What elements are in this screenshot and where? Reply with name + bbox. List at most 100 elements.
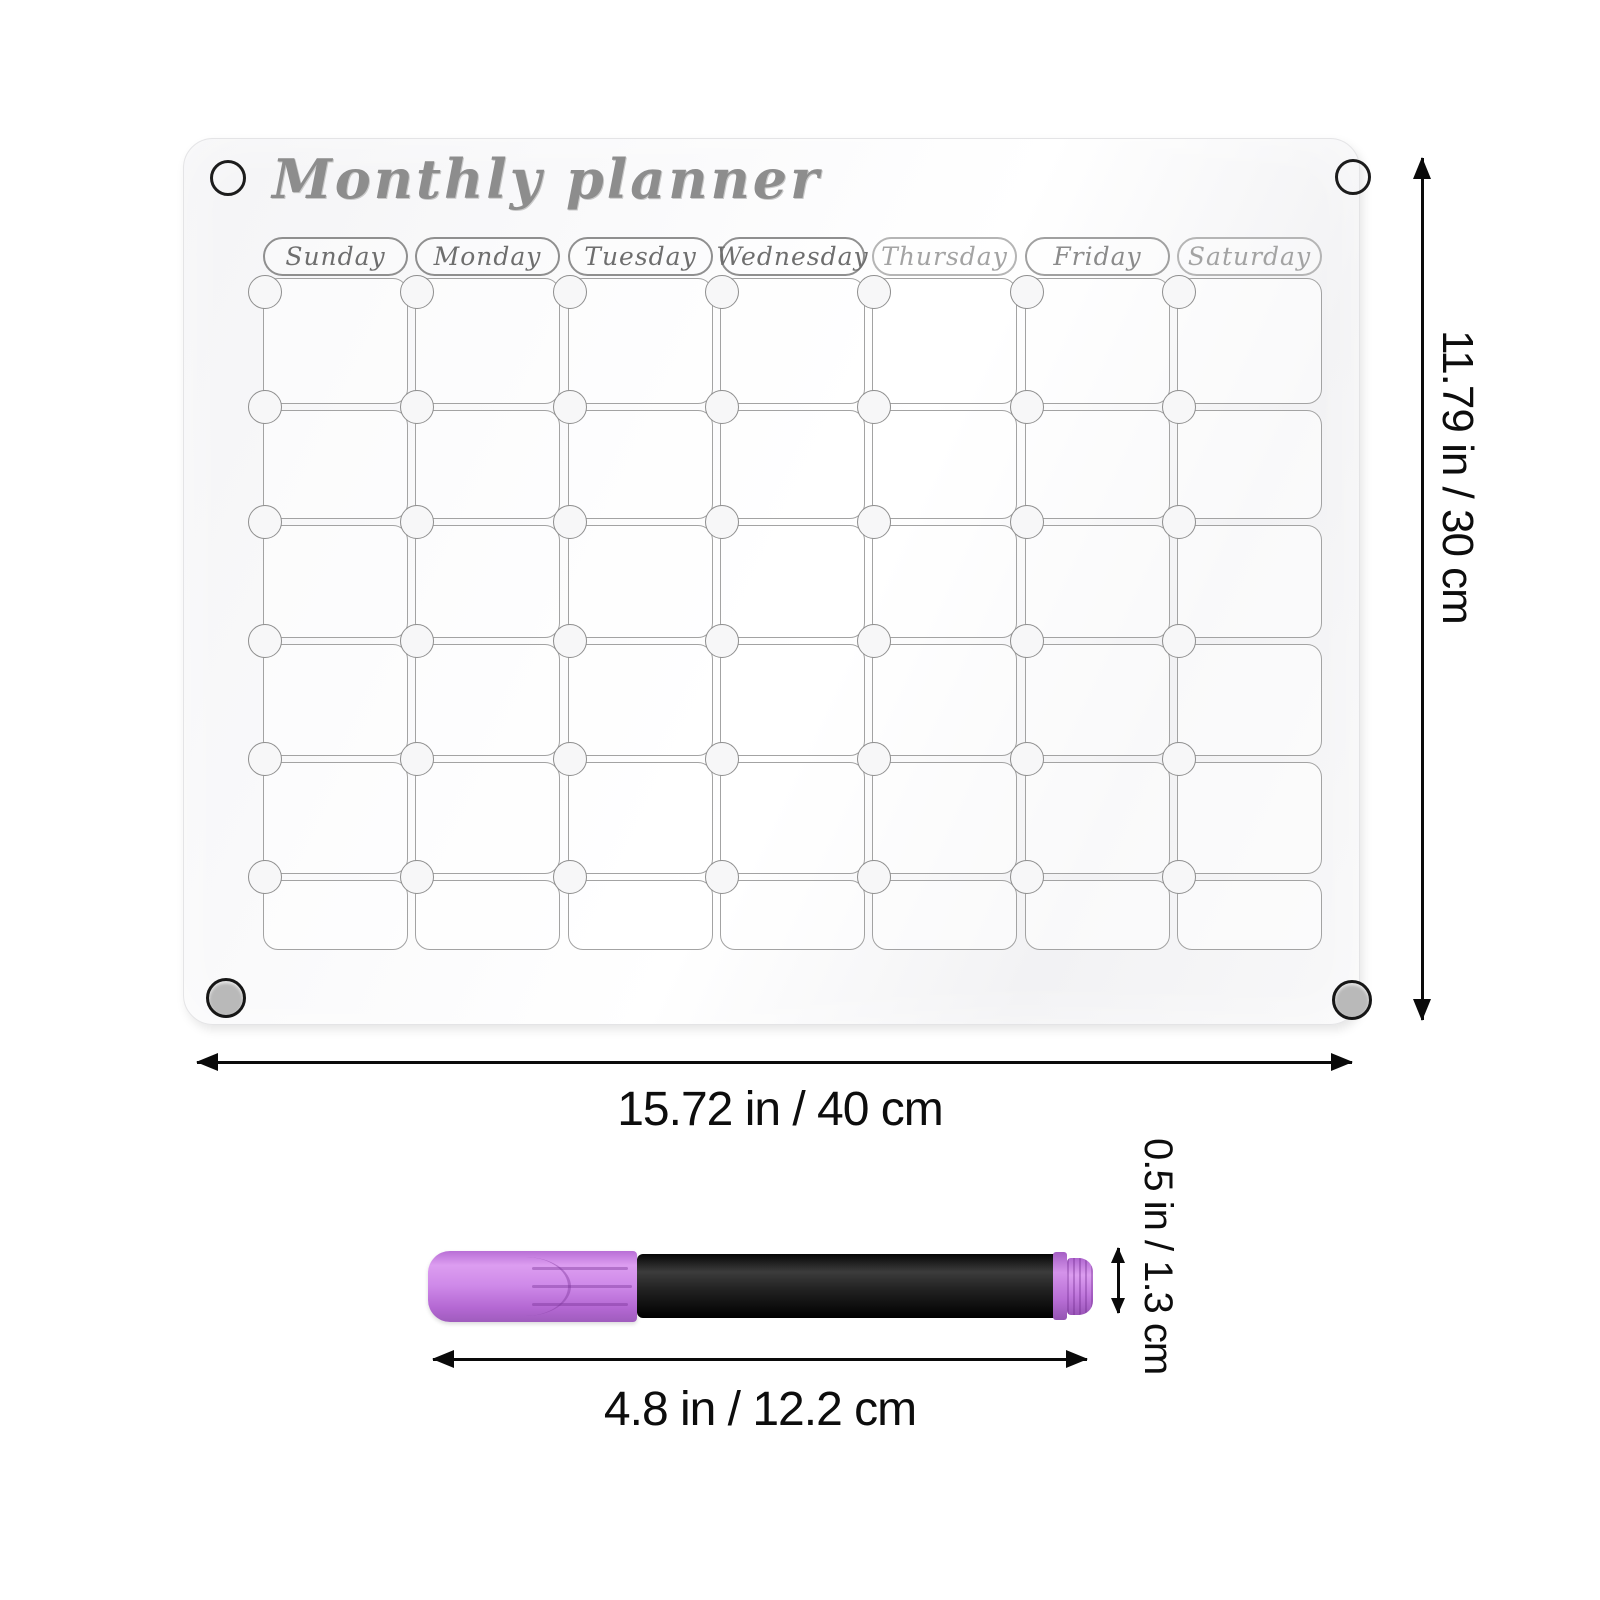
date-circle-icon — [553, 505, 587, 539]
calendar-cell — [1025, 525, 1170, 638]
date-circle-icon — [248, 275, 282, 309]
date-circle-icon — [553, 860, 587, 894]
marker-end-plug — [1067, 1258, 1093, 1315]
calendar-cell — [568, 278, 713, 404]
calendar-cell — [415, 880, 560, 950]
calendar-cell — [263, 880, 408, 950]
day-header-saturday: Saturday — [1177, 237, 1322, 276]
calendar-cell — [872, 410, 1017, 519]
calendar-cell — [720, 762, 865, 874]
marker-cap — [428, 1251, 637, 1322]
date-circle-icon — [400, 624, 434, 658]
date-circle-icon — [857, 275, 891, 309]
marker-cap-rib — [532, 1285, 632, 1288]
calendar-cell — [1025, 278, 1170, 404]
calendar-cell — [1177, 880, 1322, 950]
date-circle-icon — [1162, 275, 1196, 309]
board-title: Monthly planner — [272, 147, 822, 211]
calendar-cell — [872, 762, 1017, 874]
calendar-cell — [263, 525, 408, 638]
date-circle-icon — [400, 275, 434, 309]
day-header-thursday: Thursday — [872, 237, 1017, 276]
calendar-cell — [263, 762, 408, 874]
marker-thickness-arrow — [1111, 1247, 1125, 1314]
calendar-cell — [568, 762, 713, 874]
calendar-cell — [568, 410, 713, 519]
calendar-cell — [1025, 880, 1170, 950]
date-circle-icon — [248, 624, 282, 658]
date-circle-icon — [705, 624, 739, 658]
date-circle-icon — [553, 390, 587, 424]
calendar-cell — [568, 644, 713, 756]
calendar-cell — [415, 410, 560, 519]
date-circle-icon — [553, 275, 587, 309]
calendar-cell — [415, 525, 560, 638]
calendar-cell — [720, 410, 865, 519]
calendar-cell — [720, 644, 865, 756]
calendar-cell — [1177, 278, 1322, 404]
magnet-bottom-left-icon — [206, 978, 246, 1018]
date-circle-icon — [1162, 624, 1196, 658]
date-circle-icon — [1010, 505, 1044, 539]
date-circle-icon — [1162, 505, 1196, 539]
marker-cap-clip — [506, 1257, 571, 1316]
calendar-cell — [872, 880, 1017, 950]
calendar-cell — [263, 644, 408, 756]
date-circle-icon — [1162, 742, 1196, 776]
calendar-cell — [872, 644, 1017, 756]
magnet-bottom-right-icon — [1332, 980, 1372, 1020]
date-circle-icon — [248, 860, 282, 894]
calendar-cell — [1177, 644, 1322, 756]
date-circle-icon — [857, 390, 891, 424]
calendar-cell — [415, 644, 560, 756]
calendar-cell — [1025, 644, 1170, 756]
calendar-cell — [872, 525, 1017, 638]
calendar-cell — [872, 278, 1017, 404]
date-circle-icon — [705, 742, 739, 776]
date-circle-icon — [705, 860, 739, 894]
date-circle-icon — [400, 505, 434, 539]
board-width-arrow — [196, 1053, 1353, 1071]
calendar-cell — [568, 880, 713, 950]
calendar-cell — [415, 762, 560, 874]
date-circle-icon — [1010, 742, 1044, 776]
date-circle-icon — [857, 860, 891, 894]
calendar-cell — [1177, 762, 1322, 874]
marker-cap-rib — [532, 1303, 628, 1306]
marker-collar — [1053, 1252, 1067, 1320]
date-circle-icon — [1162, 390, 1196, 424]
date-circle-icon — [400, 742, 434, 776]
calendar-cell — [720, 525, 865, 638]
date-circle-icon — [705, 390, 739, 424]
board-height-arrow — [1413, 157, 1431, 1021]
calendar-cell — [1025, 410, 1170, 519]
day-header-tuesday: Tuesday — [568, 237, 713, 276]
calendar-cell — [1025, 762, 1170, 874]
date-circle-icon — [248, 742, 282, 776]
mount-hole-top-right-icon — [1335, 159, 1371, 195]
date-circle-icon — [553, 742, 587, 776]
marker-cap-rib — [532, 1267, 628, 1270]
calendar-cell — [415, 278, 560, 404]
board-width-label: 15.72 in / 40 cm — [617, 1083, 944, 1136]
date-circle-icon — [400, 860, 434, 894]
date-circle-icon — [705, 505, 739, 539]
marker-length-label: 4.8 in / 12.2 cm — [603, 1383, 917, 1436]
date-circle-icon — [248, 505, 282, 539]
day-header-wednesday: Wednesday — [716, 237, 868, 276]
calendar-cell — [720, 880, 865, 950]
date-circle-icon — [857, 742, 891, 776]
day-header-sunday: Sunday — [263, 237, 408, 276]
calendar-cell — [1177, 410, 1322, 519]
date-circle-icon — [1162, 860, 1196, 894]
day-header-monday: Monday — [415, 237, 560, 276]
calendar-cell — [720, 278, 865, 404]
date-circle-icon — [553, 624, 587, 658]
day-header-friday: Friday — [1025, 237, 1170, 276]
date-circle-icon — [857, 624, 891, 658]
calendar-cell — [1177, 525, 1322, 638]
marker-body — [637, 1254, 1057, 1318]
date-circle-icon — [400, 390, 434, 424]
date-circle-icon — [1010, 860, 1044, 894]
